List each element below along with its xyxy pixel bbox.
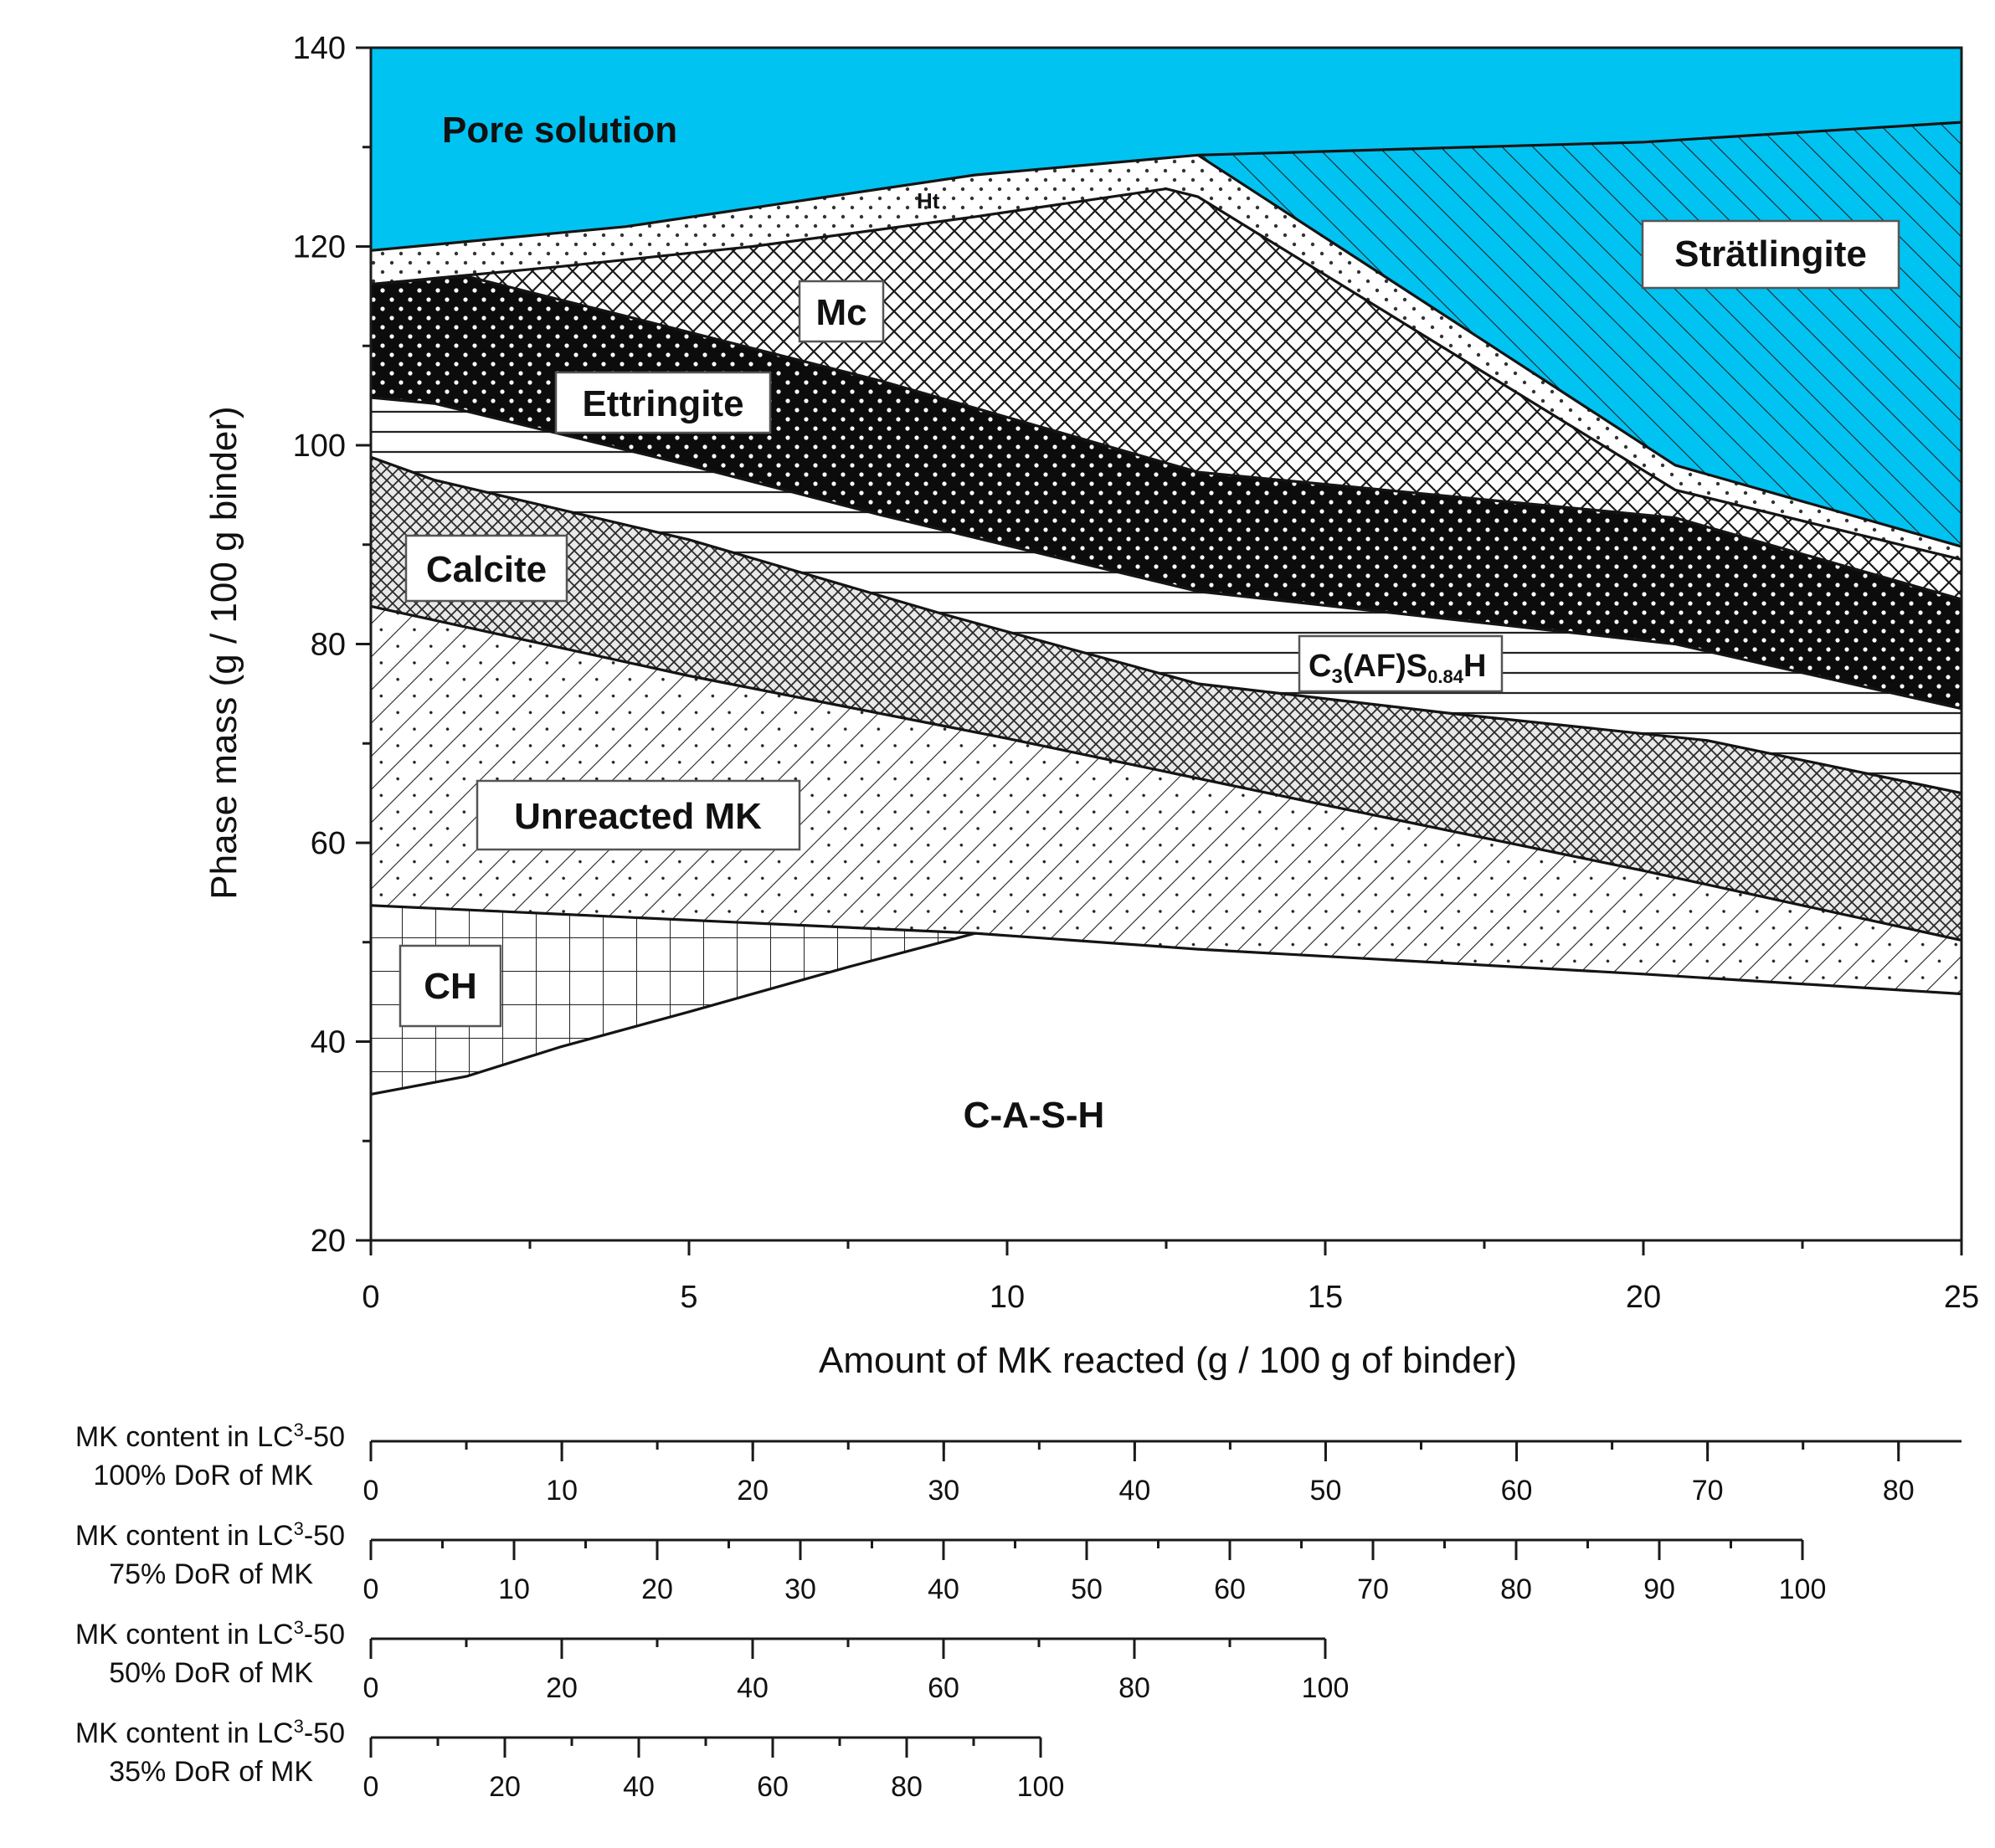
secondary-tick-label: 80 xyxy=(1883,1475,1915,1507)
x-tick-label: 20 xyxy=(1626,1280,1661,1315)
secondary-tick-label: 30 xyxy=(928,1475,959,1507)
secondary-axis-label-line1: MK content in LC3-50 xyxy=(75,1419,345,1453)
boundary-calcite-bottom xyxy=(370,604,1962,942)
secondary-tick-label: 60 xyxy=(757,1771,789,1803)
secondary-tick-label: 100 xyxy=(1302,1672,1350,1704)
area-cash xyxy=(371,933,1962,1240)
secondary-tick-label: 0 xyxy=(363,1771,379,1803)
x-tick-label: 0 xyxy=(362,1280,379,1315)
boundary-ht-top xyxy=(370,153,1962,548)
secondary-axis-label-line1: MK content in LC3-50 xyxy=(75,1617,345,1650)
area-calcite xyxy=(371,457,1962,941)
x-tick-label: 5 xyxy=(680,1280,697,1315)
y-tick-label: 140 xyxy=(293,31,346,66)
secondary-tick-label: 10 xyxy=(546,1475,578,1507)
boundary-mc-top xyxy=(370,187,1962,562)
area-hydrotalcite xyxy=(371,155,1962,560)
secondary-axis-label-line2: 35% DoR of MK xyxy=(109,1756,313,1788)
secondary-tick-label: 20 xyxy=(546,1672,578,1704)
secondary-tick-label: 20 xyxy=(489,1771,521,1803)
secondary-tick-label: 10 xyxy=(498,1573,530,1605)
x-tick-label: 15 xyxy=(1308,1280,1343,1315)
y-axis-title: Phase mass (g / 100 g binder) xyxy=(203,406,244,899)
secondary-tick-label: 80 xyxy=(891,1771,923,1803)
secondary-tick-label: 100 xyxy=(1017,1771,1065,1803)
label-mc-box: Mc xyxy=(798,280,885,343)
svg-text:Calcite: Calcite xyxy=(426,549,547,590)
area-portlandite xyxy=(371,905,975,1095)
secondary-tick-label: 0 xyxy=(363,1672,379,1704)
secondary-tick-label: 40 xyxy=(928,1573,959,1605)
secondary-tick-label: 0 xyxy=(363,1573,379,1605)
svg-text:C3(AF)S0.84H: C3(AF)S0.84H xyxy=(1309,649,1486,688)
y-tick-label: 80 xyxy=(311,628,346,663)
secondary-tick-label: 70 xyxy=(1357,1573,1389,1605)
area-c3afs-hydrogarnet xyxy=(371,398,1962,793)
secondary-tick-label: 80 xyxy=(1500,1573,1532,1605)
y-tick-label: 20 xyxy=(311,1224,346,1259)
secondary-tick-label: 50 xyxy=(1310,1475,1342,1507)
secondary-tick-label: 60 xyxy=(1501,1475,1533,1507)
secondary-tick-label: 20 xyxy=(737,1475,769,1507)
label-hydrotalcite: Ht xyxy=(917,188,940,213)
svg-text:Unreacted MK: Unreacted MK xyxy=(514,796,762,837)
svg-text:Strätlingite: Strätlingite xyxy=(1674,234,1867,275)
label-pore-solution: Pore solution xyxy=(442,110,677,151)
y-tick-label: 40 xyxy=(311,1025,346,1060)
area-monocarbonate xyxy=(371,188,1962,600)
label-ettringite-box: Ettringite xyxy=(554,371,772,434)
secondary-tick-label: 60 xyxy=(1214,1573,1246,1605)
secondary-tick-label: 90 xyxy=(1643,1573,1675,1605)
label-calcite-box: Calcite xyxy=(404,534,568,603)
label-unreacted-mk-box: Unreacted MK xyxy=(476,779,801,851)
y-tick-label: 120 xyxy=(293,230,346,265)
secondary-axis-3: 0 20 40 60 80 100 MK content in LC3-50 50% DoR … xyxy=(75,1617,1350,1704)
svg-text:Mc: Mc xyxy=(815,292,866,333)
secondary-tick-label: 40 xyxy=(1118,1475,1150,1507)
boundary-cash-top xyxy=(370,932,1962,1096)
secondary-tick-label: 100 xyxy=(1779,1573,1827,1605)
secondary-axis-label-line1: MK content in LC3-50 xyxy=(75,1518,345,1552)
label-straetlingite-box: Strätlingite xyxy=(1641,219,1900,290)
secondary-tick-label: 0 xyxy=(363,1475,379,1507)
secondary-tick-label: 40 xyxy=(737,1672,769,1704)
boundary-ettringite-top xyxy=(370,275,1962,601)
secondary-tick-label: 40 xyxy=(623,1771,655,1803)
secondary-axis-label-line1: MK content in LC3-50 xyxy=(75,1716,345,1749)
secondary-axis-label-line2: 100% DoR of MK xyxy=(93,1460,313,1491)
label-ch-box: CH xyxy=(398,944,502,1028)
secondary-tick-label: 70 xyxy=(1692,1475,1724,1507)
secondary-tick-label: 60 xyxy=(928,1672,959,1704)
x-axis-title: Amount of MK reacted (g / 100 g of binde… xyxy=(819,1340,1517,1381)
y-tick-label: 100 xyxy=(293,429,346,464)
secondary-axis-1: 0 10 20 30 40 50 60 70 80 MK content in LC3-50 100… xyxy=(75,1419,1962,1507)
secondary-axis-label-line2: 50% DoR of MK xyxy=(109,1657,313,1689)
secondary-axis-2: 0 10 20 30 40 50 60 70 80 90 100 MK content in LC3-… xyxy=(75,1518,1827,1605)
label-cash: C-A-S-H xyxy=(964,1095,1105,1136)
x-tick-label: 25 xyxy=(1944,1280,1979,1315)
boundary-calcite-top xyxy=(370,455,1962,795)
secondary-tick-label: 30 xyxy=(784,1573,816,1605)
svg-text:CH: CH xyxy=(424,966,477,1007)
label-c3afs-box: C3(AF)S0.84H xyxy=(1298,634,1504,693)
secondary-axis-4: 0 20 40 60 80 100 MK content in LC3-50 35% DoR … xyxy=(75,1716,1065,1803)
x-tick-label: 10 xyxy=(990,1280,1025,1315)
y-tick-label: 60 xyxy=(311,826,346,861)
boundary-c3afs-top xyxy=(370,396,1962,711)
area-unreacted-mk xyxy=(371,606,1962,994)
secondary-tick-label: 50 xyxy=(1071,1573,1103,1605)
svg-text:Ettringite: Ettringite xyxy=(582,383,743,424)
boundary-ch-top xyxy=(370,904,976,935)
secondary-axis-label-line2: 75% DoR of MK xyxy=(109,1558,313,1590)
boundary-straetlingite-top xyxy=(1197,121,1962,157)
secondary-tick-label: 80 xyxy=(1118,1672,1150,1704)
secondary-tick-label: 20 xyxy=(641,1573,673,1605)
